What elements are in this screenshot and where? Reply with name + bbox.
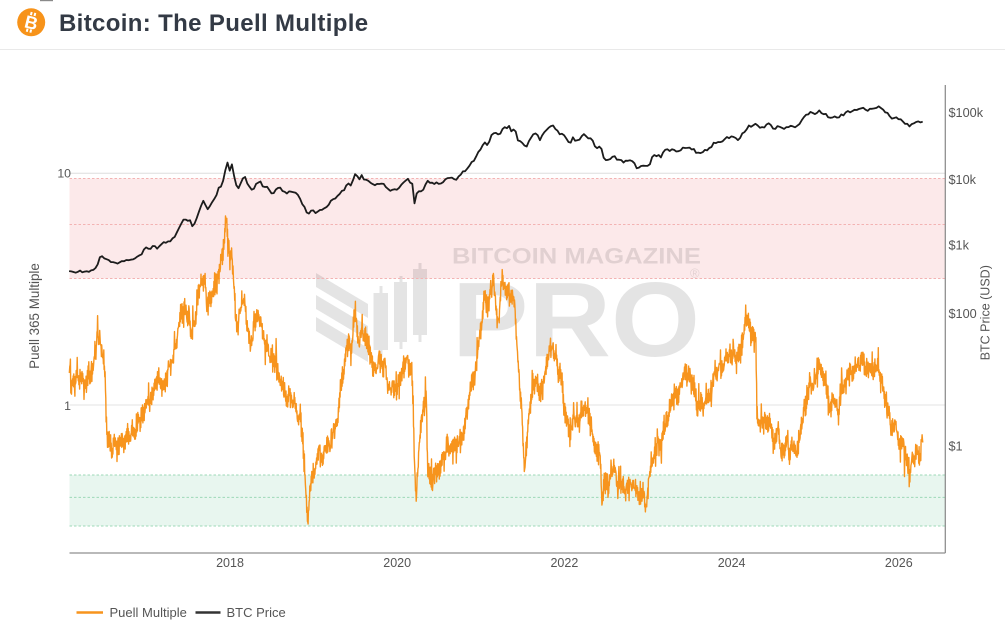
svg-text:$100k: $100k [949,106,984,120]
svg-text:BTC Price: BTC Price [227,605,286,620]
svg-text:Puell 365 Multiple: Puell 365 Multiple [27,263,42,369]
svg-text:2024: 2024 [718,556,746,570]
svg-text:2026: 2026 [885,556,913,570]
svg-text:Puell Multiple: Puell Multiple [110,605,187,620]
svg-text:2022: 2022 [550,556,578,570]
svg-text:$100: $100 [949,307,977,321]
svg-text:BITCOIN MAGAZINE: BITCOIN MAGAZINE [452,244,701,269]
svg-text:$10k: $10k [949,173,977,187]
svg-text:BTC Price (USD): BTC Price (USD) [979,265,993,360]
svg-text:2020: 2020 [383,556,411,570]
svg-text:10: 10 [57,166,71,180]
svg-text:®: ® [690,266,700,281]
svg-text:2018: 2018 [216,556,244,570]
svg-text:1: 1 [64,399,71,413]
svg-text:$1k: $1k [949,239,970,253]
svg-text:$1: $1 [949,440,963,454]
svg-text:Bitcoin: The Puell Multiple: Bitcoin: The Puell Multiple [59,10,368,37]
